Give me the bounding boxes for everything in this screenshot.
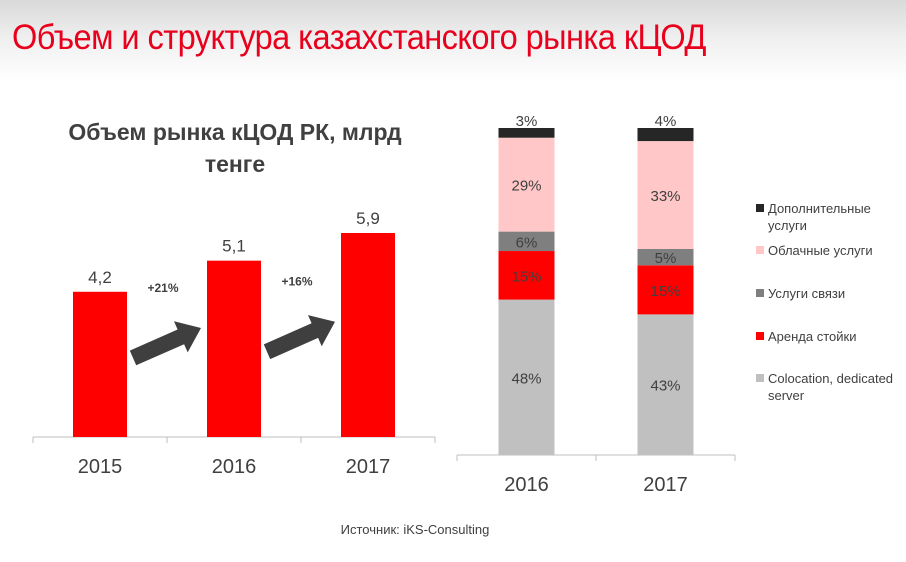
stacked-label-2017-3: 33%	[650, 188, 680, 205]
stacked-segment-2017-2	[637, 248, 694, 266]
legend-swatch	[756, 332, 764, 340]
legend-item: Услуги связи	[756, 285, 901, 302]
bar-category-label-2017: 2017	[346, 456, 391, 478]
legend-swatch	[756, 374, 764, 382]
stacked-label-2016-3: 29%	[511, 178, 541, 195]
bar-value-label-2015: 4,2	[88, 268, 112, 287]
bar-category-label-2016: 2016	[212, 456, 257, 478]
legend-label: Облачные услуги	[768, 243, 873, 258]
bar-chart-title-line2: тенге	[204, 151, 266, 177]
slide-title: Объем и структура казахстанского рынка к…	[12, 18, 706, 57]
bar-chart-title: Объем рынка кЦОД РК, млрд тенге	[40, 116, 430, 180]
stacked-label-2016-0: 48%	[511, 370, 541, 387]
growth-label-2015-2016: +21%	[147, 281, 178, 295]
growth-arrow-2015-2016	[129, 321, 201, 366]
legend-item: Аренда стойки	[756, 328, 901, 345]
legend-label: Дополнительные услуги	[768, 201, 871, 233]
stacked-label-2016-1: 15%	[511, 268, 541, 285]
stacked-label-2017-2: 5%	[655, 250, 677, 267]
bar-category-label-2015: 2015	[78, 456, 123, 478]
bar-2017	[341, 233, 395, 437]
legend-swatch	[756, 204, 764, 212]
stacked-label-2017-1: 15%	[650, 283, 680, 300]
slide-header-band	[0, 0, 906, 80]
stacked-segment-2017-4	[637, 128, 694, 142]
legend-swatch	[756, 289, 764, 297]
growth-arrow-2016-2017	[263, 315, 335, 360]
stacked-segment-2017-1	[637, 265, 694, 315]
stacked-category-label-2017: 2017	[643, 474, 688, 496]
source-note: Источник: iKS-Consulting	[340, 522, 490, 537]
stacked-segment-2017-0	[637, 314, 694, 455]
legend-item: Colocation, dedicated server	[756, 370, 901, 404]
bar-value-label-2017: 5,9	[356, 209, 380, 228]
stacked-label-2016-4: 3%	[516, 113, 538, 130]
stacked-label-2016-2: 6%	[516, 234, 538, 251]
stacked-segment-2016-3	[498, 137, 555, 232]
growth-label-2016-2017: +16%	[281, 275, 312, 289]
stacked-category-label-2016: 2016	[504, 474, 549, 496]
legend-label: Услуги связи	[768, 286, 846, 301]
stacked-label-2017-4: 4%	[655, 113, 677, 130]
stacked-segment-2017-3	[637, 141, 694, 249]
stacked-segment-2016-1	[498, 251, 555, 300]
bar-value-label-2016: 5,1	[222, 237, 246, 256]
stacked-label-2017-0: 43%	[650, 378, 680, 395]
legend-item: Облачные услуги	[756, 242, 901, 259]
stacked-segment-2016-2	[498, 231, 555, 252]
legend-swatch	[756, 246, 764, 254]
stacked-segment-2016-4	[498, 128, 555, 138]
legend-label: Colocation, dedicated server	[768, 371, 894, 403]
legend-label: Аренда стойки	[768, 329, 857, 344]
bar-2016	[207, 260, 261, 437]
bar-2015	[73, 291, 127, 437]
legend-item: Дополнительные услуги	[756, 200, 901, 234]
bar-chart-title-line1: Объем рынка кЦОД РК, млрд	[68, 119, 402, 145]
stacked-segment-2016-0	[498, 299, 555, 455]
